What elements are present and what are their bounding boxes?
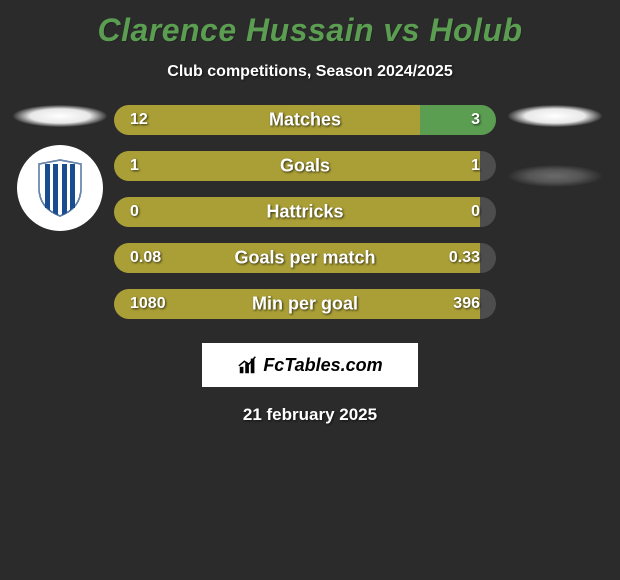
stat-row: 11Goals [114, 151, 496, 181]
stat-bar-left: 0.08 [114, 243, 480, 273]
player1-club-logo [17, 145, 103, 231]
stat-value-left: 0.08 [130, 249, 161, 267]
date-text: 21 february 2025 [0, 405, 620, 425]
stat-row: 123Matches [114, 105, 496, 135]
player2-club-placeholder [508, 165, 602, 187]
stat-bar-left: 0 [114, 197, 480, 227]
player2-photo-placeholder [508, 105, 602, 127]
stat-bar-left: 1080 [114, 289, 480, 319]
player1-photo-placeholder [13, 105, 107, 127]
stat-value-right: 0 [471, 203, 480, 221]
subtitle: Club competitions, Season 2024/2025 [0, 63, 620, 81]
brand-link[interactable]: FcTables.com [202, 343, 418, 387]
stat-bar-left: 12 [114, 105, 420, 135]
stat-bar-left: 1 [114, 151, 480, 181]
bar-chart-icon [237, 354, 259, 376]
stat-bar-right: 0.33 [480, 243, 496, 273]
stat-bar-right: 3 [420, 105, 496, 135]
stat-value-left: 1080 [130, 295, 166, 313]
stat-value-right: 3 [471, 111, 480, 129]
stat-value-left: 12 [130, 111, 148, 129]
brand-text: FcTables.com [263, 355, 382, 376]
stat-value-right: 396 [453, 295, 480, 313]
stat-row: 1080396Min per goal [114, 289, 496, 319]
stat-value-left: 0 [130, 203, 139, 221]
stat-row: 0.080.33Goals per match [114, 243, 496, 273]
stat-bar-right: 1 [480, 151, 496, 181]
stat-row: 00Hattricks [114, 197, 496, 227]
stat-value-right: 1 [471, 157, 480, 175]
player1-col [10, 105, 110, 231]
stat-value-left: 1 [130, 157, 139, 175]
stat-bar-right: 396 [480, 289, 496, 319]
page-title: Clarence Hussain vs Holub [0, 0, 620, 49]
stat-bars: 123Matches11Goals00Hattricks0.080.33Goal… [110, 105, 500, 319]
shield-icon [35, 158, 85, 218]
player2-col [500, 105, 610, 187]
stat-bar-right: 0 [480, 197, 496, 227]
stat-value-right: 0.33 [449, 249, 480, 267]
stats-content: 123Matches11Goals00Hattricks0.080.33Goal… [0, 105, 620, 319]
